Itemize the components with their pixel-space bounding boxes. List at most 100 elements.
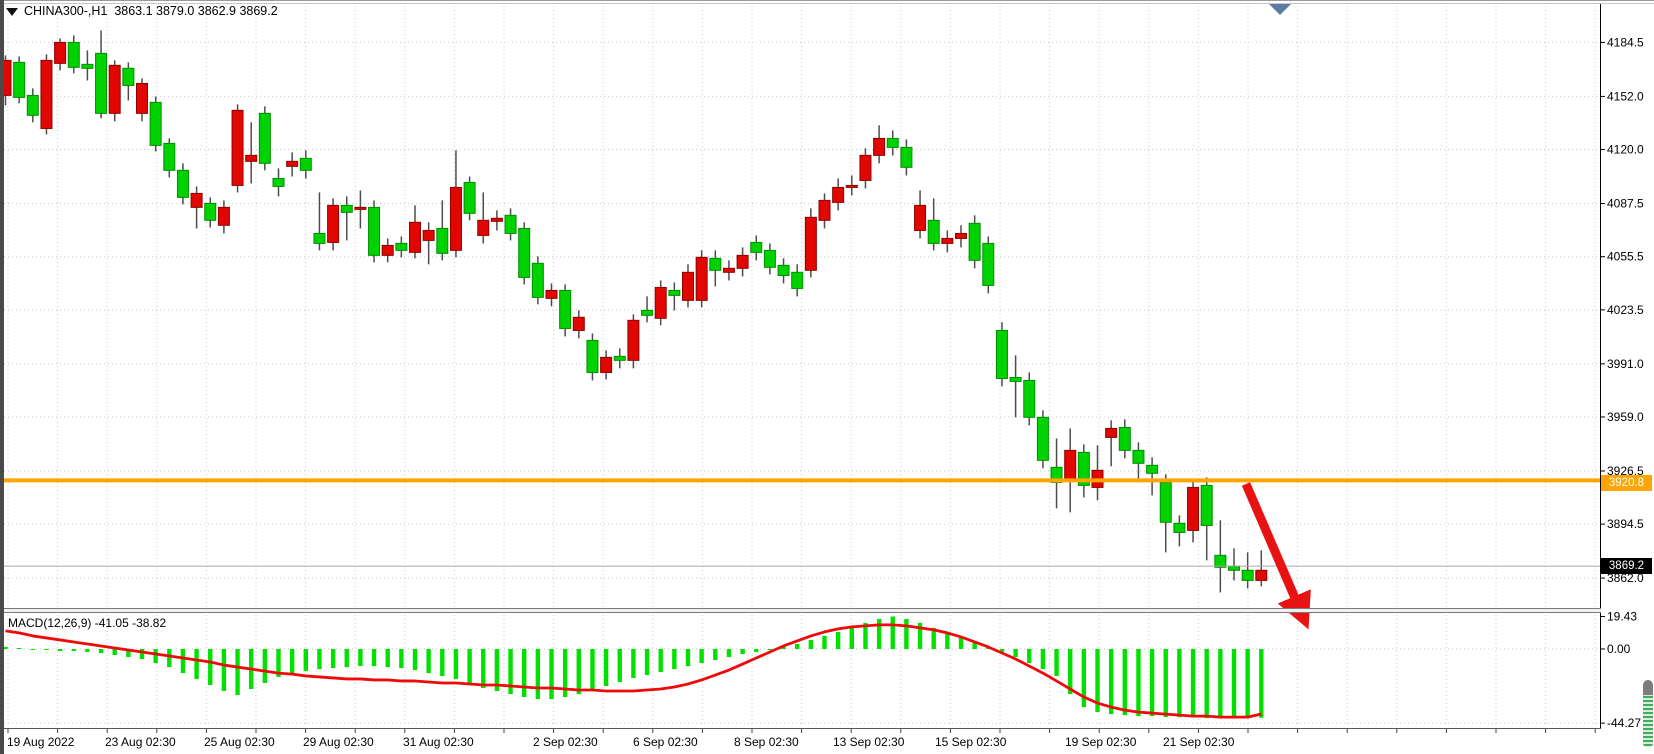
macd-bar bbox=[44, 648, 49, 650]
macd-bar bbox=[1190, 648, 1196, 718]
symbol-dropdown-icon[interactable] bbox=[6, 7, 18, 16]
macd-bar bbox=[1013, 648, 1018, 658]
macd-bar bbox=[426, 648, 431, 674]
candle-up bbox=[531, 262, 544, 298]
candle-down bbox=[54, 41, 67, 64]
candle-up bbox=[668, 289, 681, 296]
candle-down bbox=[381, 244, 394, 256]
price-tick-label: 4120.0 bbox=[1607, 143, 1644, 157]
candle-down bbox=[1187, 486, 1200, 531]
candle-down bbox=[859, 154, 872, 181]
candle-up bbox=[299, 157, 312, 171]
macd-bar bbox=[549, 648, 554, 700]
candle-up bbox=[81, 63, 94, 69]
candle-up bbox=[436, 227, 449, 254]
candle-down bbox=[682, 271, 694, 301]
macd-bar bbox=[781, 646, 786, 649]
macd-bar bbox=[999, 648, 1005, 652]
time-tick-label: 21 Sep 02:30 bbox=[1163, 735, 1235, 749]
candle-up bbox=[176, 169, 189, 198]
symbol-period-label: CHINA300-,H1 bbox=[24, 4, 108, 18]
candle-down bbox=[477, 219, 490, 236]
macd-bar bbox=[494, 648, 500, 692]
candle-down bbox=[354, 206, 367, 210]
macd-bar bbox=[167, 648, 172, 668]
macd-bar bbox=[412, 648, 418, 671]
candle-up bbox=[95, 52, 108, 114]
macd-bar bbox=[153, 648, 158, 664]
bid-price-tag: 3869.2 bbox=[1601, 558, 1652, 574]
macd-bar bbox=[276, 648, 281, 677]
scroll-position-marker-icon bbox=[1269, 4, 1291, 15]
candle-up bbox=[340, 204, 353, 213]
candle-up bbox=[1241, 569, 1254, 581]
macd-bar bbox=[399, 648, 404, 669]
macd-bar bbox=[1027, 648, 1032, 664]
macd-bar bbox=[289, 648, 295, 675]
price-tick-label: 4184.5 bbox=[1607, 35, 1644, 49]
candles bbox=[0, 30, 1268, 593]
time-tick-label: 23 Aug 02:30 bbox=[105, 735, 176, 749]
time-scale[interactable] bbox=[0, 729, 1600, 754]
candle-up bbox=[968, 222, 981, 261]
candle-down bbox=[409, 221, 421, 253]
candle-up bbox=[463, 181, 476, 214]
candle-down bbox=[327, 204, 340, 243]
macd-bar bbox=[1204, 648, 1209, 719]
time-tick-label: 29 Aug 02:30 bbox=[303, 735, 374, 749]
macd-bar bbox=[221, 648, 227, 692]
ohlc-values: 3863.1 3879.0 3862.9 3869.2 bbox=[114, 4, 278, 18]
macd-bar bbox=[917, 622, 923, 649]
macd-bar bbox=[1136, 648, 1141, 717]
macd-bar bbox=[371, 648, 377, 667]
macd-bar bbox=[1149, 648, 1155, 717]
candle-up bbox=[204, 202, 217, 221]
macd-bar bbox=[235, 648, 240, 696]
candle-up bbox=[1200, 484, 1213, 526]
scrollbar-thumb[interactable] bbox=[1643, 680, 1653, 748]
macd-bar bbox=[726, 648, 732, 658]
macd-bar bbox=[767, 648, 773, 650]
macd-bar bbox=[822, 635, 827, 649]
candle-down bbox=[845, 184, 858, 188]
time-tick-label: 31 Aug 02:30 bbox=[403, 735, 474, 749]
trend-arrow[interactable] bbox=[1241, 482, 1311, 630]
candle-down bbox=[422, 229, 435, 241]
candle-up bbox=[1118, 426, 1131, 451]
macd-bar bbox=[1245, 648, 1250, 718]
macd-bar bbox=[713, 648, 718, 661]
macd-bar bbox=[603, 648, 609, 686]
macd-bar bbox=[876, 619, 882, 649]
macd-bar bbox=[931, 627, 936, 649]
macd-tick-label: -44.27 bbox=[1607, 716, 1641, 730]
macd-bar bbox=[658, 648, 663, 673]
macd-bar bbox=[1040, 648, 1046, 670]
macd-bar bbox=[1177, 648, 1182, 718]
candle-down bbox=[955, 232, 967, 239]
price-scale[interactable] bbox=[1601, 4, 1654, 728]
candle-up bbox=[1146, 464, 1159, 474]
price-tick-label: 3991.0 bbox=[1607, 357, 1644, 371]
candle-up bbox=[886, 137, 899, 148]
candle-up bbox=[709, 257, 722, 271]
candle-down bbox=[1255, 569, 1268, 581]
candle-up bbox=[313, 232, 326, 244]
hline-price-tag: 3920.8 bbox=[1601, 475, 1652, 491]
chart-surface[interactable] bbox=[4, 4, 1600, 608]
candle-down bbox=[627, 319, 640, 361]
macd-bar bbox=[481, 648, 486, 688]
candle-down bbox=[600, 356, 613, 373]
panel-splitter[interactable] bbox=[0, 608, 1601, 613]
candle-up bbox=[1173, 522, 1186, 533]
macd-bar bbox=[30, 648, 35, 650]
candle-down bbox=[1105, 427, 1118, 438]
candle-up bbox=[613, 355, 626, 361]
candle-down bbox=[190, 192, 203, 208]
macd-bar bbox=[631, 648, 636, 678]
price-tick-label: 4055.5 bbox=[1607, 250, 1644, 264]
price-tick-label: 3926.5 bbox=[1607, 464, 1644, 478]
macd-bar bbox=[262, 648, 268, 683]
macd-main-value: -41.05 bbox=[94, 616, 129, 630]
